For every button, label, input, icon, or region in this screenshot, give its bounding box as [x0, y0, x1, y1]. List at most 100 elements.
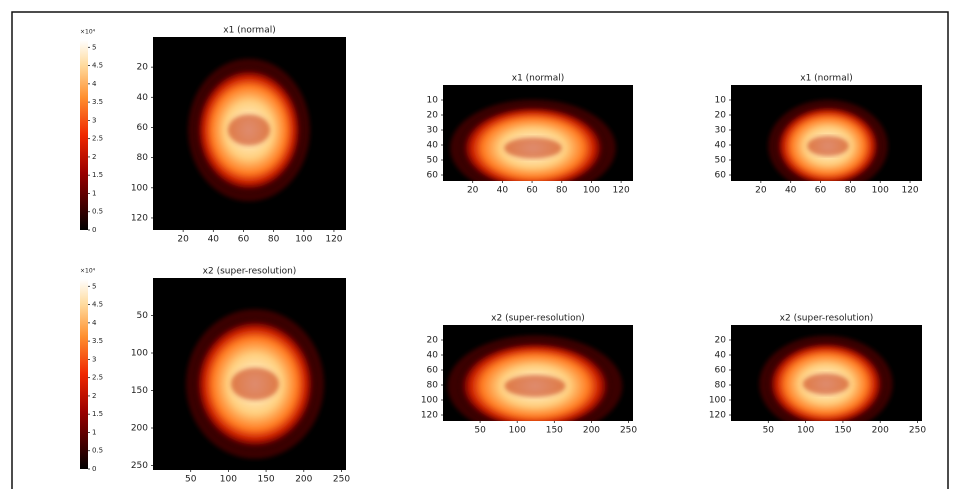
x-tick-label: 50 — [185, 475, 197, 485]
colorbar-tick-label: 4 — [92, 319, 97, 327]
brain-structure — [228, 115, 270, 146]
colorbar-tick-label: 5 — [92, 282, 96, 290]
y-tick-label: 30 — [427, 126, 439, 136]
y-tick-label: 100 — [131, 349, 148, 359]
image — [153, 37, 346, 230]
colorbar — [80, 40, 88, 230]
x-tick-label: 100 — [872, 186, 889, 196]
colorbar-exponent: ×10⁴ — [80, 29, 96, 36]
y-tick-label: 60 — [715, 171, 727, 181]
panel-title: x1 (normal) — [223, 26, 275, 36]
x-tick-label: 120 — [613, 186, 630, 196]
x-tick-label: 40 — [785, 186, 797, 196]
x-tick-label: 150 — [834, 426, 851, 436]
x-tick-label: 40 — [497, 186, 509, 196]
colorbar-tick-label: 2.5 — [92, 135, 103, 143]
colorbar-exponent: ×10⁴ — [80, 268, 96, 275]
x-tick-label: 200 — [872, 426, 889, 436]
y-tick-label: 120 — [421, 411, 438, 421]
colorbar-tick-label: 0 — [92, 465, 96, 473]
y-tick-label: 250 — [131, 461, 148, 471]
colorbar-tick-label: 5 — [92, 43, 96, 51]
y-tick-label: 60 — [715, 366, 727, 376]
x-tick-label: 80 — [845, 186, 857, 196]
brain-structure — [231, 368, 279, 401]
x-tick-label: 250 — [333, 475, 350, 485]
colorbar-tick-label: 1 — [92, 189, 96, 197]
x-tick-label: 40 — [208, 235, 220, 245]
y-tick-label: 100 — [709, 396, 726, 406]
y-tick-label: 50 — [427, 156, 439, 166]
y-tick-label: 20 — [137, 63, 149, 73]
colorbar-tick-label: 0 — [92, 226, 96, 234]
y-tick-label: 20 — [715, 336, 727, 346]
x-tick-label: 200 — [295, 475, 312, 485]
y-tick-label: 80 — [715, 381, 727, 391]
colorbar-tick-label: 3.5 — [92, 98, 103, 106]
x-tick-label: 100 — [583, 186, 600, 196]
panel-title: x1 (normal) — [800, 74, 852, 84]
y-tick-label: 40 — [427, 141, 439, 151]
y-tick-label: 10 — [427, 96, 439, 106]
y-tick-label: 20 — [427, 336, 439, 346]
y-tick-label: 200 — [131, 424, 148, 434]
y-tick-label: 40 — [715, 351, 727, 361]
y-tick-label: 20 — [715, 111, 727, 121]
colorbar-tick-label: 4.5 — [92, 62, 103, 70]
y-tick-label: 40 — [427, 351, 439, 361]
y-tick-label: 40 — [715, 141, 727, 151]
y-tick-label: 40 — [137, 93, 149, 103]
x-tick-label: 120 — [901, 186, 918, 196]
x-tick-label: 100 — [295, 235, 312, 245]
y-tick-label: 60 — [137, 123, 149, 133]
y-tick-label: 50 — [715, 156, 727, 166]
y-tick-label: 120 — [709, 411, 726, 421]
x-tick-label: 200 — [583, 426, 600, 436]
y-tick-label: 80 — [137, 153, 149, 163]
x-tick-label: 20 — [467, 186, 479, 196]
y-tick-label: 60 — [427, 366, 439, 376]
y-tick-label: 100 — [421, 396, 438, 406]
image — [731, 325, 922, 432]
y-tick-label: 150 — [131, 386, 148, 396]
x-tick-label: 150 — [546, 426, 563, 436]
colorbar-tick-label: 3 — [92, 355, 96, 363]
brain-structure — [505, 375, 566, 397]
colorbar-tick-label: 4 — [92, 80, 97, 88]
colorbar-tick-label: 3 — [92, 116, 96, 124]
x-tick-label: 250 — [909, 426, 926, 436]
y-tick-label: 50 — [137, 311, 149, 321]
y-tick-label: 30 — [715, 126, 727, 136]
image — [731, 85, 922, 192]
panel-title: x2 (super-resolution) — [203, 267, 297, 277]
colorbar-tick-label: 4.5 — [92, 301, 103, 309]
colorbar-tick-label: 1.5 — [92, 410, 103, 418]
x-tick-label: 80 — [268, 235, 280, 245]
x-tick-label: 50 — [474, 426, 486, 436]
panel-title: x2 (super-resolution) — [780, 314, 874, 324]
x-tick-label: 80 — [556, 186, 568, 196]
colorbar-tick-label: 3.5 — [92, 337, 103, 345]
colorbar-tick-label: 0.5 — [92, 208, 103, 216]
x-tick-label: 100 — [220, 475, 237, 485]
y-tick-label: 80 — [427, 381, 439, 391]
x-tick-label: 20 — [177, 235, 189, 245]
y-tick-label: 60 — [427, 171, 439, 181]
x-tick-label: 100 — [509, 426, 526, 436]
x-tick-label: 100 — [797, 426, 814, 436]
colorbar-tick-label: 0.5 — [92, 447, 103, 455]
colorbar-tick-label: 2 — [92, 153, 96, 161]
figure: ×10⁴00.511.522.533.544.55×10⁴00.511.522.… — [0, 0, 957, 489]
x-tick-label: 150 — [257, 475, 274, 485]
x-tick-label: 120 — [325, 235, 342, 245]
brain-structure — [504, 138, 562, 159]
colorbar-tick-label: 1 — [92, 428, 96, 436]
y-tick-label: 10 — [715, 96, 727, 106]
colorbar-tick-label: 1.5 — [92, 171, 103, 179]
x-tick-label: 60 — [815, 186, 827, 196]
panel-title: x1 (normal) — [512, 74, 564, 84]
x-tick-label: 60 — [526, 186, 538, 196]
x-tick-label: 250 — [620, 426, 637, 436]
colorbar-tick-label: 2 — [92, 392, 96, 400]
panel-title: x2 (super-resolution) — [491, 314, 585, 324]
